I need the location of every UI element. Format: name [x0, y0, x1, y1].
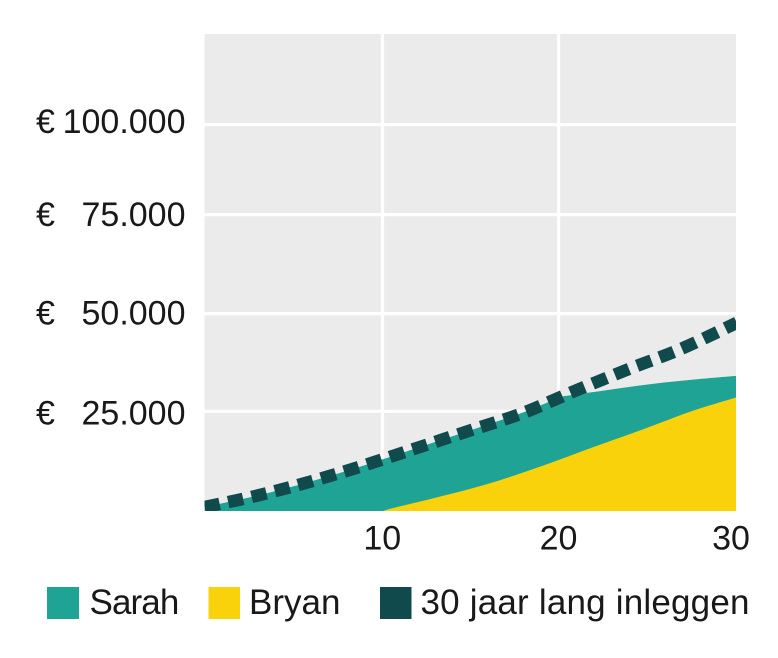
- svg-text:€: €: [36, 196, 55, 234]
- svg-text:75.000: 75.000: [82, 196, 186, 234]
- svg-text:10: 10: [363, 520, 401, 558]
- svg-text:Bryan: Bryan: [249, 583, 340, 622]
- svg-text:25.000: 25.000: [82, 394, 186, 432]
- svg-text:€: €: [36, 394, 55, 432]
- svg-text:30: 30: [712, 520, 750, 558]
- svg-text:€: €: [36, 103, 55, 141]
- svg-text:20: 20: [540, 520, 578, 558]
- svg-text:Sarah: Sarah: [90, 583, 179, 622]
- svg-text:100.000: 100.000: [63, 103, 186, 141]
- svg-text:50.000: 50.000: [82, 294, 186, 332]
- svg-text:30 jaar lang inleggen: 30 jaar lang inleggen: [421, 583, 750, 622]
- svg-text:€: €: [36, 294, 55, 332]
